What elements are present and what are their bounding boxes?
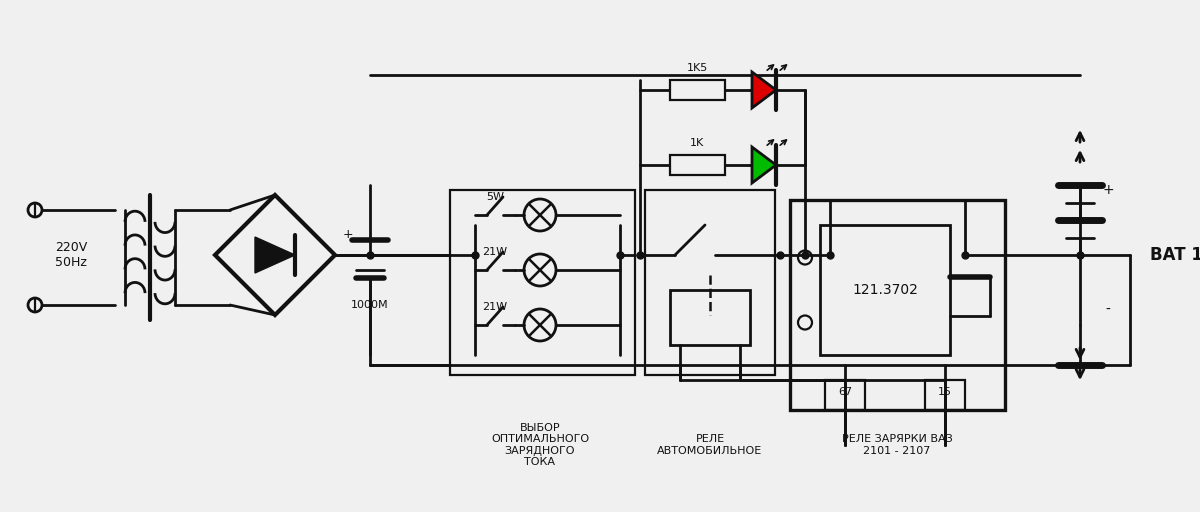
Text: 1000M: 1000M bbox=[352, 300, 389, 310]
Bar bbox=[790, 200, 1006, 410]
Bar bbox=[670, 155, 725, 175]
Text: 21W: 21W bbox=[482, 247, 508, 257]
Bar bbox=[826, 380, 865, 410]
Text: 1K: 1K bbox=[690, 138, 704, 148]
Text: +: + bbox=[343, 228, 353, 242]
Text: 5W: 5W bbox=[486, 192, 504, 202]
Bar bbox=[670, 290, 750, 345]
Text: 1K5: 1K5 bbox=[686, 63, 708, 73]
Polygon shape bbox=[752, 147, 776, 183]
Bar bbox=[670, 80, 725, 100]
Bar bbox=[820, 225, 950, 355]
Text: -: - bbox=[1105, 303, 1110, 317]
Bar bbox=[450, 190, 635, 375]
Text: РЕЛЕ
АВТОМОБИЛЬНОЕ: РЕЛЕ АВТОМОБИЛЬНОЕ bbox=[658, 434, 763, 456]
Bar bbox=[925, 380, 965, 410]
Text: РЕЛЕ ЗАРЯРКИ ВАЗ
2101 - 2107: РЕЛЕ ЗАРЯРКИ ВАЗ 2101 - 2107 bbox=[841, 434, 953, 456]
Polygon shape bbox=[752, 72, 776, 108]
Text: 15: 15 bbox=[938, 387, 952, 397]
Text: BAT 12V: BAT 12V bbox=[1150, 246, 1200, 264]
Text: 121.3702: 121.3702 bbox=[852, 283, 918, 297]
Text: +: + bbox=[1102, 183, 1114, 197]
Text: 67: 67 bbox=[838, 387, 852, 397]
Text: ВЫБОР
ОПТИМАЛЬНОГО
ЗАРЯДНОГО
ТОКА: ВЫБОР ОПТИМАЛЬНОГО ЗАРЯДНОГО ТОКА bbox=[491, 422, 589, 467]
Text: 21W: 21W bbox=[482, 302, 508, 312]
Bar bbox=[646, 190, 775, 375]
Text: 220V
50Hz: 220V 50Hz bbox=[55, 241, 88, 269]
Polygon shape bbox=[256, 237, 295, 273]
